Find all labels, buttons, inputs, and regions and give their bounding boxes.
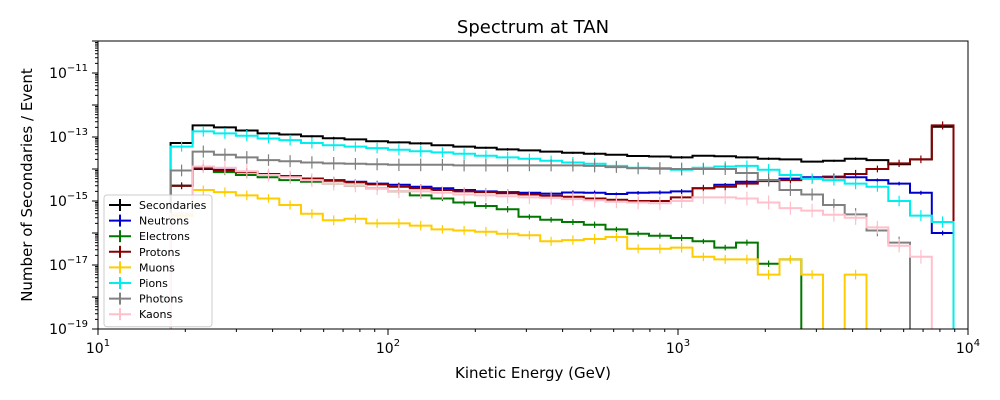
legend-box bbox=[103, 194, 213, 328]
plot-frame bbox=[97, 40, 969, 330]
series-line-electrons bbox=[169, 166, 803, 329]
legend-label: Neutrons bbox=[139, 215, 189, 228]
legend-item-protons: Protons bbox=[109, 245, 180, 259]
legend-label: Secondaries bbox=[139, 199, 207, 212]
series-kaons bbox=[169, 159, 933, 329]
legend-label: Electrons bbox=[139, 230, 190, 243]
legend-item-neutrons: Neutrons bbox=[109, 214, 189, 228]
legend-item-photons: Photons bbox=[109, 292, 183, 306]
legend-item-kaons: Kaons bbox=[109, 308, 172, 321]
legend-item-secondaries: Secondaries bbox=[109, 199, 207, 212]
y-axis-label: Number of Secondaries / Event bbox=[18, 68, 36, 302]
series-line-secondaries bbox=[169, 124, 955, 329]
legend-item-muons: Muons bbox=[109, 261, 175, 274]
legend-item-electrons: Electrons bbox=[109, 230, 190, 243]
legend: Secondaries Neutrons Electrons Protons Muons… bbox=[103, 194, 213, 328]
series-muons bbox=[169, 185, 868, 329]
legend-label: Kaons bbox=[139, 308, 172, 321]
series-line-muons bbox=[169, 189, 868, 329]
legend-label: Protons bbox=[139, 246, 180, 259]
series-layer bbox=[169, 121, 955, 329]
x-axis-label: Kinetic Energy (GeV) bbox=[455, 364, 611, 382]
legend-item-pions: Pions bbox=[109, 277, 168, 290]
legend-label: Muons bbox=[139, 261, 175, 274]
chart-title: Spectrum at TAN bbox=[457, 17, 609, 38]
series-line-protons bbox=[169, 124, 955, 329]
legend-label: Pions bbox=[139, 277, 168, 290]
series-line-pions bbox=[169, 130, 955, 329]
legend-label: Photons bbox=[139, 293, 183, 306]
series-line-photons bbox=[169, 150, 911, 329]
series-line-kaons bbox=[169, 165, 933, 329]
